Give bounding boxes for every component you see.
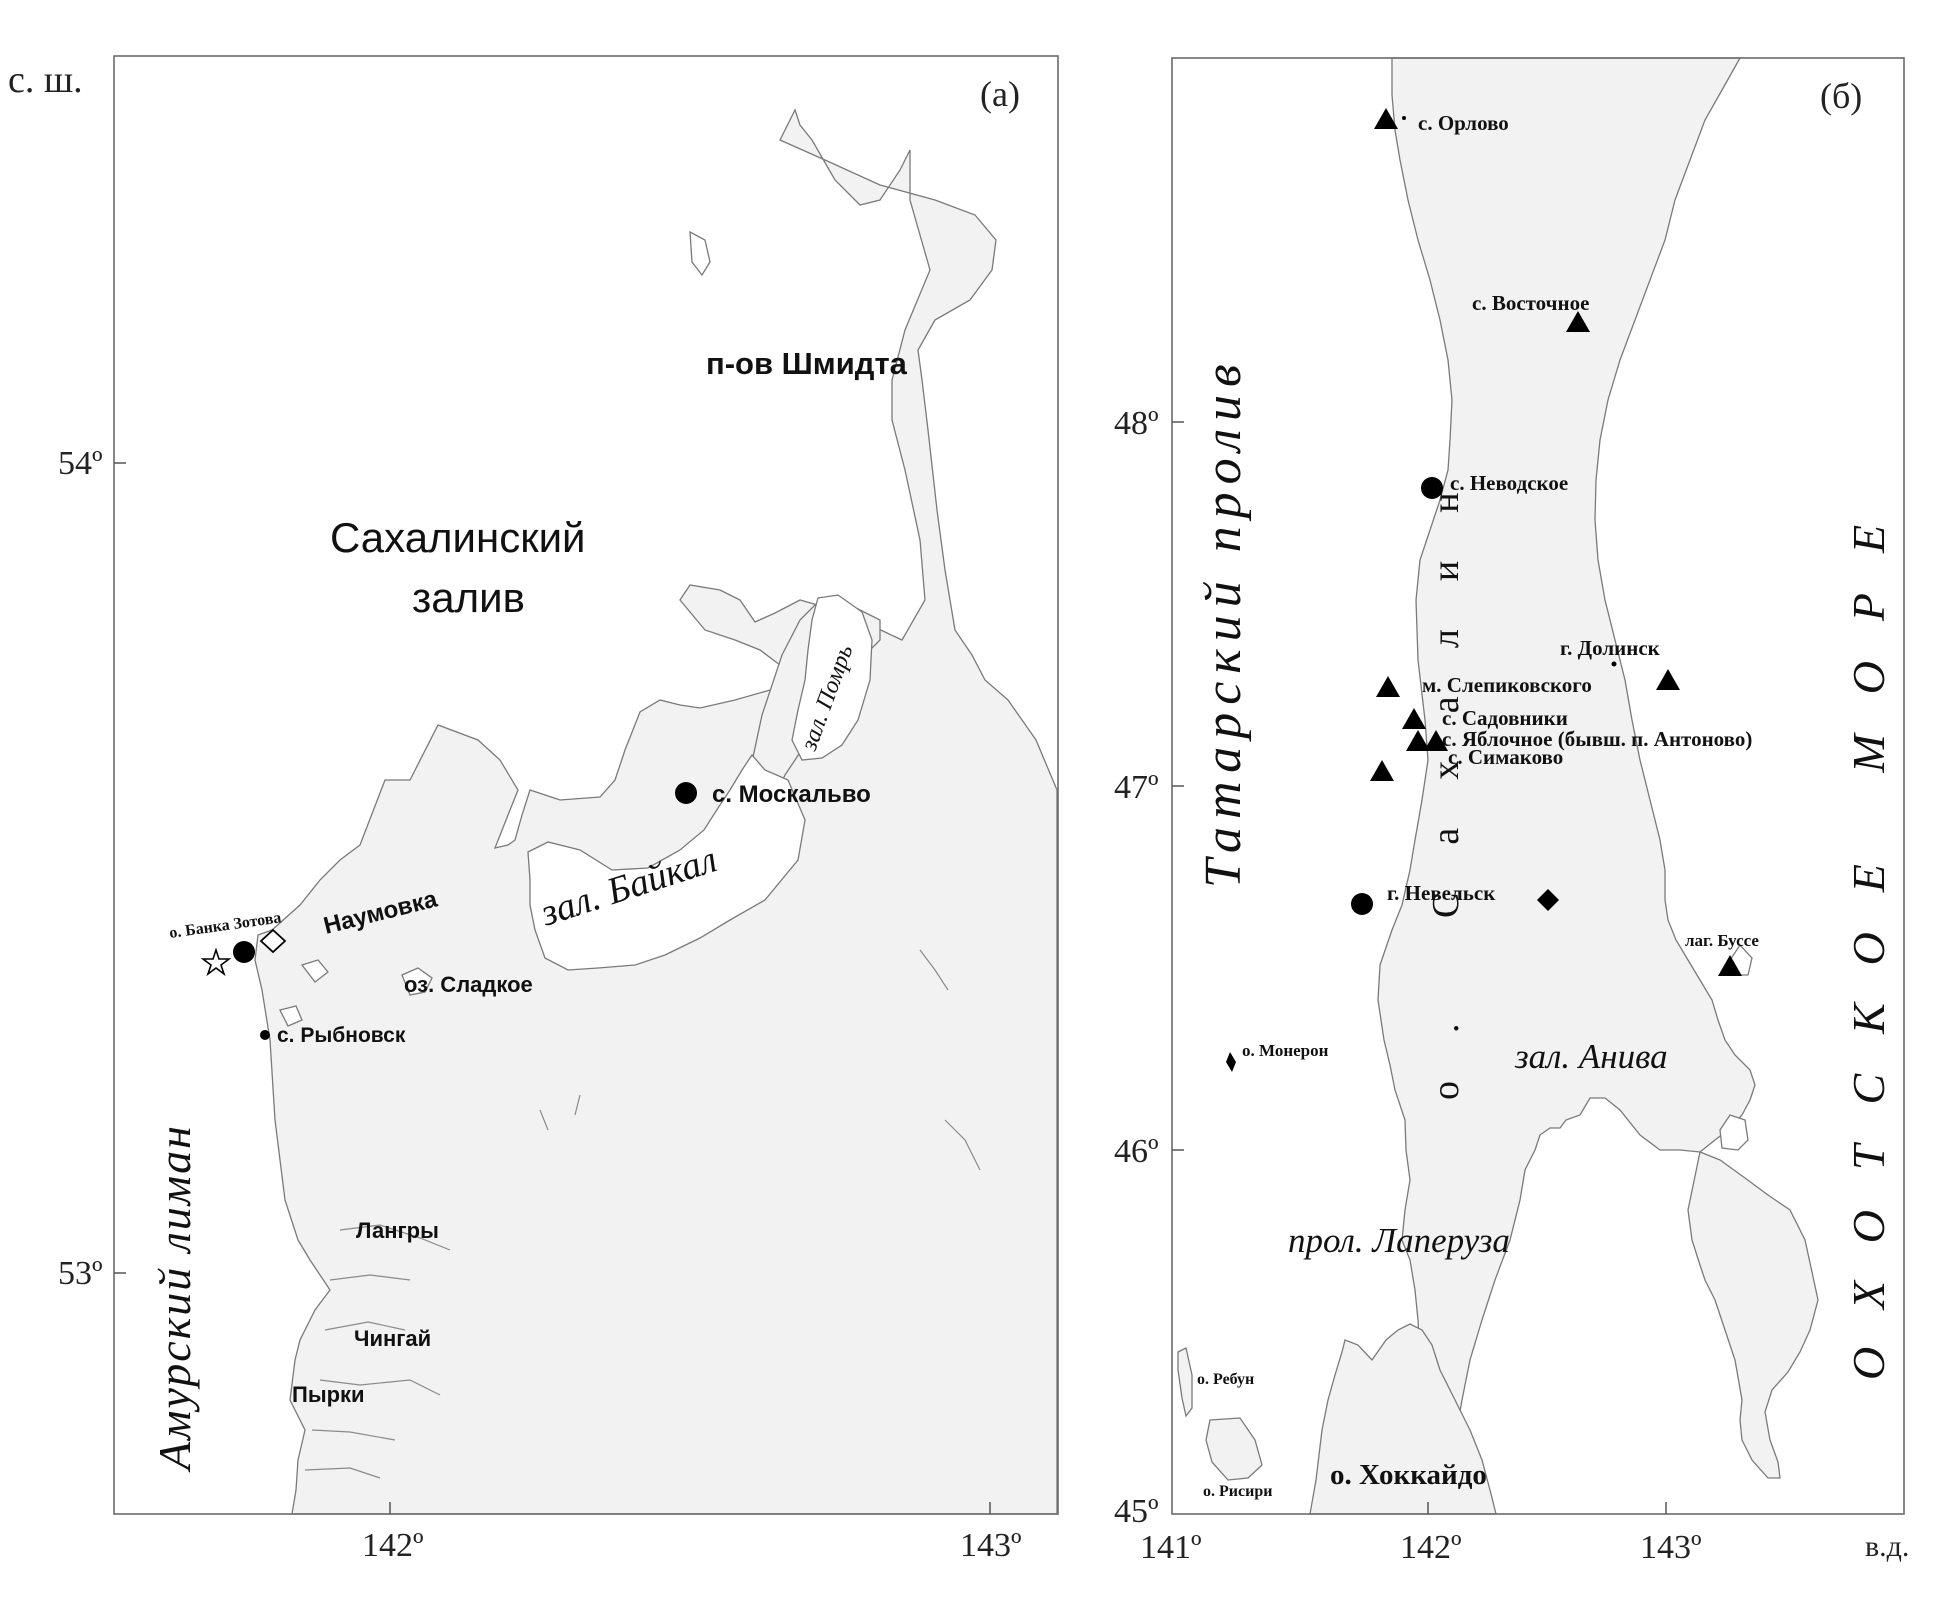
panel-a-tag: (а) [980, 74, 1020, 114]
panel-b-marker-busse [1718, 955, 1742, 976]
panel-a-lat-label-53: 53º [58, 1255, 103, 1292]
panel-a-river-3 [324, 1321, 406, 1331]
panel-b-lat-label-45: 45º [1114, 1493, 1159, 1530]
panel-b-land-rishiri [1205, 1417, 1263, 1481]
panel-a-label-amur-liman: Амурский лиман [149, 1124, 200, 1473]
panel-b-marker-diamond [1537, 889, 1559, 911]
panel-a-river-7 [539, 1109, 549, 1131]
panel-b-label-nevelsk: г. Невельск [1387, 881, 1496, 905]
panel-b-marker-slepikovskogo [1376, 676, 1400, 697]
panel-b-lat-label-47: 47º [1114, 769, 1159, 806]
panel-a-label-rybnovsk: с. Рыбновск [277, 1024, 406, 1047]
panel-a-marker-open-diamond [259, 928, 287, 954]
panel-a-river-5 [311, 1429, 396, 1441]
panel-a-label-sladkoe: оз. Сладкое [404, 972, 533, 997]
panel-b-label-sakhalin-island: о. Сахалин [1425, 444, 1467, 1100]
panel-a-label-gulf-line2: залив [412, 574, 525, 621]
panel-b-marker-nevelsk [1351, 893, 1373, 915]
panel-a-lake-2 [300, 959, 329, 983]
panel-b-label-busse: лаг. Буссе [1685, 931, 1759, 950]
panel-b-marker-yablochnoe-2 [1424, 730, 1448, 751]
panel-a-lon-label-142: 142º [362, 1527, 424, 1564]
panel-a-marker-rybnovsk [260, 1030, 270, 1040]
panel-a-lake-3 [279, 1005, 303, 1027]
panel-b-land-moneron [1226, 1052, 1236, 1072]
panel-b-marker-nevodskoe [1421, 477, 1443, 499]
panel-b-label-tatar-strait: Татарский пролив [1195, 356, 1252, 888]
panel-b-marker-sadovniki [1402, 708, 1426, 729]
panel-a-river-9 [919, 949, 949, 991]
panel-b-label-dolinsk: г. Долинск [1560, 636, 1661, 660]
panel-a-river-1 [339, 1224, 451, 1251]
panel-a-river-2 [329, 1274, 411, 1281]
panel-b-marker-dolinsk-dot [1611, 661, 1617, 667]
panel-a-label-shmidt: п-ов Шмидта [706, 346, 908, 381]
panel-b-label-laperuza: прол. Лаперуза [1288, 1221, 1510, 1260]
panel-a-river-10 [944, 1119, 981, 1171]
panel-a-lake-sladkoe [401, 967, 433, 996]
panel-a-marker-bank-zotova [233, 941, 255, 963]
panel-a-label-langry: Лангры [356, 1218, 439, 1243]
panel-b-label-okhotsk-sea: ОХОТСКОЕ МОРЕ [1843, 485, 1894, 1380]
panel-b-lon-label-143: 143º [1640, 1529, 1702, 1566]
panel-b-lon-axis-title: в.д. [1865, 1530, 1909, 1563]
panel-b-marker-simakovo [1370, 760, 1394, 781]
panel-b-land-rebun [1177, 1347, 1193, 1418]
panel-b-marker-orlovo [1374, 108, 1398, 129]
panel-b-land-hokkaido [1309, 1323, 1497, 1515]
panel-b-label-nevodskoe: с. Неводское [1450, 471, 1568, 495]
panel-b-land-tonino [1687, 1151, 1819, 1479]
panel-a-river-4 [319, 1379, 441, 1396]
panel-a-label-chingai: Чингай [354, 1326, 431, 1351]
panel-b-label-aniva: зал. Анива [1514, 1037, 1668, 1076]
panel-a-label-moskalvo: с. Москальво [712, 781, 871, 808]
panel-b-label-rebun: о. Ребун [1197, 1371, 1254, 1388]
panel-b-marker-vostochnoe [1566, 311, 1590, 332]
panel-a-marker-open-star [200, 947, 232, 977]
panel-a-lat-label-54: 54º [58, 445, 103, 482]
panel-b-land-sakhalin [1377, 57, 1756, 1466]
panel-b-marker-dolinsk [1656, 669, 1680, 690]
panel-a-river-6 [304, 1467, 381, 1479]
panel-b: 48º 47º 46º 45º 141º 142º 143º в.д. (б) … [1114, 57, 1909, 1566]
panel-a-marker-moskalvo [675, 782, 697, 804]
panel-a-label-pyrki: Пырки [292, 1382, 365, 1407]
panel-b-label-simakovo: с. Симаково [1448, 745, 1563, 769]
panel-b-label-orlovo: с. Орлово [1418, 111, 1509, 135]
panel-b-label-slepikovskogo: м. Слепиковского [1422, 673, 1592, 697]
panel-b-marker-yablochnoe-1 [1406, 730, 1430, 751]
panel-b-label-rishiri: о. Рисири [1203, 1483, 1272, 1500]
panel-a-land-sakhalin [254, 108, 1058, 1515]
panel-b-label-moneron: о. Монерон [1242, 1041, 1329, 1060]
panel-b-lat-label-46: 46º [1114, 1133, 1159, 1170]
panel-b-lagoon-busse [1719, 1114, 1749, 1151]
panel-b-label-yablochnoe: с. Яблочное (бывш. п. Антоново) [1442, 727, 1752, 751]
panel-b-lat-label-48: 48º [1114, 405, 1159, 442]
panel-b-label-sadovniki: с. Садовники [1442, 706, 1568, 730]
panel-a-lon-label-143: 143º [960, 1527, 1022, 1564]
panel-b-label-vostochnoe: с. Восточное [1472, 291, 1589, 315]
panel-b-lon-label-141: 141º [1140, 1529, 1202, 1566]
panel-b-label-hokkaido: о. Хоккайдо [1330, 1459, 1487, 1491]
panel-b-marker-orlovo-dot [1402, 116, 1406, 120]
panel-a-lat-axis-title: с. ш. [8, 59, 83, 101]
panel-a-lake-1 [689, 230, 711, 277]
panel-a-baikal-water [527, 753, 806, 971]
panel-a-label-gulf-line1: Сахалинский [330, 514, 586, 561]
panel-b-tag: (б) [1820, 76, 1862, 116]
panel-b-lon-label-142: 142º [1400, 1529, 1462, 1566]
panel-a-frame [113, 55, 1059, 1515]
panel-a-pomr-water [791, 594, 873, 761]
panel-a-river-8 [574, 1094, 581, 1116]
panel-a: с. ш. 54º 53º 142º 143º (а) п-ов Шмидта … [8, 55, 1059, 1564]
